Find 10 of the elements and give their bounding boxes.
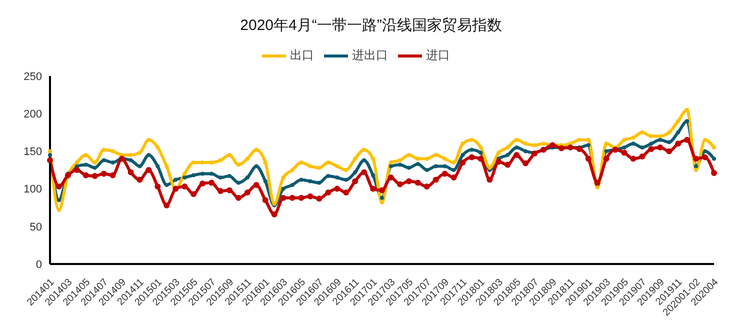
- chart-title: 2020年4月“一带一路”沿线国家贸易指数: [239, 16, 503, 36]
- y-tick-label: 250: [24, 70, 42, 83]
- y-tick-label: 0: [36, 258, 42, 271]
- y-tick-label: 100: [24, 184, 42, 196]
- legend-label: 进出口: [352, 48, 388, 62]
- y-tick-label: 200: [24, 108, 42, 121]
- y-tick-label: 150: [24, 146, 42, 158]
- y-tick-label: 50: [30, 221, 42, 234]
- legend-label: 出口: [290, 48, 314, 62]
- legend-label: 进口: [426, 48, 450, 62]
